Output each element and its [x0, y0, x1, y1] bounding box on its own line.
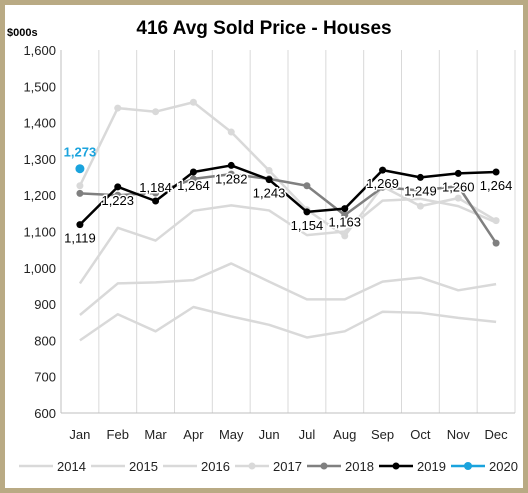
y-tick-label: 1,500	[23, 79, 56, 94]
data-point-2017	[416, 202, 424, 210]
series-line-2017	[78, 101, 497, 238]
data-point-2019	[379, 166, 387, 174]
chart-panel: 416 Avg Sold Price - Houses $000s 600 700…	[5, 5, 523, 488]
data-label-2019: 1,264	[177, 178, 210, 193]
data-point-2018	[454, 182, 462, 190]
data-point-2019	[416, 173, 424, 181]
data-label-2019: 1,223	[101, 193, 134, 208]
y-tick-label: 800	[34, 333, 56, 348]
data-label-2019: 1,119	[64, 231, 96, 246]
data-point-2018	[379, 183, 387, 191]
data-label-2019: 1,264	[480, 178, 513, 193]
series-line-2014	[79, 305, 497, 342]
x-tick-label: Oct	[410, 427, 431, 442]
line-chart: 416 Avg Sold Price - Houses $000s 600 700…	[7, 18, 518, 474]
data-label-2019: 1,184	[139, 180, 172, 195]
y-tick-label: 1,400	[23, 116, 56, 131]
data-point-2017	[189, 98, 197, 106]
data-point-2019	[341, 205, 349, 213]
data-point-2018	[227, 170, 235, 178]
data-point-2017	[227, 128, 235, 136]
data-label-2019: 1,243	[253, 186, 286, 201]
x-tick-label: Apr	[183, 427, 204, 442]
data-point-2018	[76, 189, 84, 197]
legend-marker-2019	[392, 462, 400, 470]
x-tick-label: Aug	[333, 427, 356, 442]
legend-label-2016: 2016	[201, 459, 230, 474]
data-point-2019	[265, 176, 273, 184]
x-tick-label: Jun	[259, 427, 280, 442]
legend-item-2019: 2019	[379, 459, 446, 474]
x-tick-label: May	[219, 427, 244, 442]
y-tick-label: 1,000	[23, 261, 56, 276]
data-point-2019	[114, 183, 122, 191]
data-point-2017	[492, 217, 500, 225]
series-line-2018	[79, 172, 498, 244]
data-point-2018	[189, 175, 197, 183]
legend-item-2014: 2014	[19, 459, 86, 474]
y-tick-label: 600	[34, 406, 56, 421]
data-label-2019: 1,154	[291, 218, 324, 233]
data-point-2017	[114, 104, 122, 112]
x-tick-label: Jul	[299, 427, 316, 442]
data-label-2019: 1,269	[366, 176, 399, 191]
legend-item-2016: 2016	[163, 459, 230, 474]
legend-label-2019: 2019	[417, 459, 446, 474]
y-tick-label: 1,100	[23, 225, 56, 240]
x-tick-label: Mar	[144, 427, 167, 442]
legend-item-2017: 2017	[235, 459, 302, 474]
legend-label-2015: 2015	[129, 459, 158, 474]
y-tick-label: 1,300	[23, 152, 56, 167]
legend-label-2020: 2020	[489, 459, 518, 474]
data-point-2019	[303, 208, 311, 216]
data-point-2017	[454, 194, 462, 202]
y-tick-label: 900	[34, 297, 56, 312]
legend-label-2014: 2014	[57, 459, 86, 474]
x-tick-label: Dec	[485, 427, 509, 442]
y-tick-label: 1,200	[23, 188, 56, 203]
x-tick-label: Feb	[107, 427, 129, 442]
legend-label-2018: 2018	[345, 459, 374, 474]
series-line-2016	[78, 197, 497, 285]
data-point-2019	[492, 168, 500, 176]
y-axis-label: $000s	[7, 27, 38, 39]
data-point-2020	[75, 164, 85, 174]
legend-marker-2017	[248, 462, 256, 470]
data-point-2018	[492, 239, 500, 247]
data-point-2019	[227, 161, 235, 169]
x-tick-label: Jan	[69, 427, 90, 442]
data-point-2017	[152, 108, 160, 116]
data-point-2018	[416, 186, 424, 194]
legend-marker-2018	[320, 462, 328, 470]
data-point-2018	[152, 189, 160, 197]
data-point-2019	[454, 169, 462, 177]
data-point-2018	[341, 211, 349, 219]
legend-item-2020: 2020	[451, 459, 518, 474]
data-point-2019	[76, 221, 84, 229]
data-point-2017	[341, 232, 349, 240]
legend-marker-2020	[464, 462, 472, 470]
series-line-2019	[79, 164, 497, 226]
data-point-2019	[189, 168, 197, 176]
data-point-2019	[152, 197, 160, 205]
legend-item-2015: 2015	[91, 459, 158, 474]
data-label-2019: 1,260	[442, 179, 475, 194]
data-point-2017	[265, 167, 273, 175]
x-tick-label: Nov	[447, 427, 471, 442]
series-line-2015	[79, 262, 497, 316]
y-tick-label: 700	[34, 370, 56, 385]
data-label-2019: 1,249	[404, 183, 437, 198]
data-label-2019: 1,163	[328, 215, 361, 230]
data-point-2017	[76, 182, 84, 190]
chart-title: 416 Avg Sold Price - Houses	[136, 18, 391, 39]
data-point-2018	[303, 182, 311, 190]
x-tick-label: Sep	[371, 427, 394, 442]
data-label-2020: 1,273	[64, 145, 97, 160]
data-point-2018	[114, 191, 122, 199]
legend-label-2017: 2017	[273, 459, 302, 474]
y-tick-label: 1,600	[23, 43, 56, 58]
data-label-2019: 1,282	[215, 171, 248, 186]
legend-item-2018: 2018	[307, 459, 374, 474]
